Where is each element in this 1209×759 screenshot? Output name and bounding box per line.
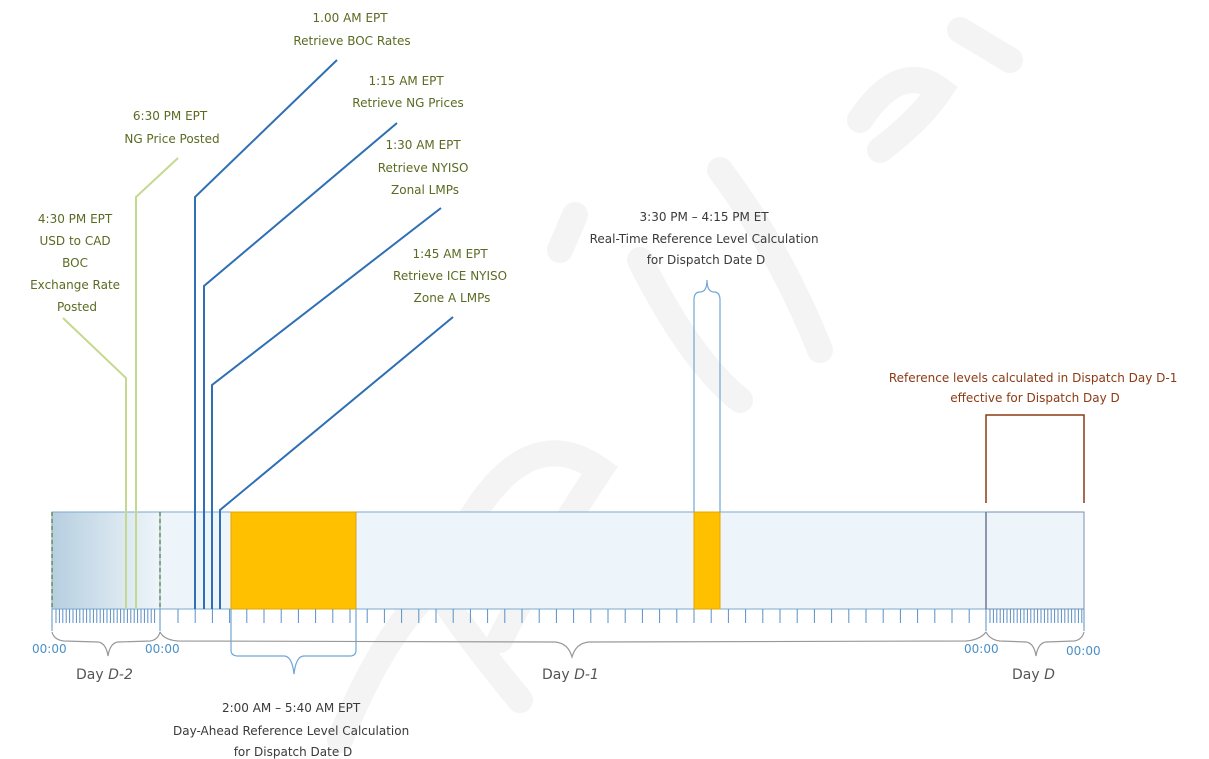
annotation-ice-lmps: 1:45 AM EPT Retrieve ICE NYISO Zone A LM… (393, 247, 511, 305)
retrieve-nyiso-line (211, 207, 442, 609)
retrieve-ice-line (219, 316, 454, 609)
posting-lines (62, 157, 179, 609)
time-label-start-d: 00:00 (964, 642, 999, 656)
ng-price-posted-line (135, 157, 179, 609)
realtime-calc-block (693, 511, 721, 610)
annotation-nyiso-lmps: 1:30 AM EPT Retrieve NYISO Zonal LMPs (378, 138, 473, 197)
reference-levels-bracket (985, 414, 1085, 503)
day-label-d: Day D (1012, 667, 1055, 683)
annotation-exchange-posted: 4:30 PM EPT USD to CAD BOC Exchange Rate… (30, 212, 124, 314)
timeline-bar (51, 511, 1085, 610)
retrieval-lines (194, 59, 454, 609)
day-ahead-calc-block (230, 511, 357, 610)
time-label-start-d1: 00:00 (145, 642, 180, 656)
day-ahead-brace (230, 609, 357, 675)
retrieve-boc-line (194, 59, 338, 609)
day-d2-segment (51, 511, 161, 610)
annotation-ng-prices: 1:15 AM EPT Retrieve NG Prices (352, 74, 463, 110)
exchange-rate-posted-line (62, 317, 127, 609)
time-label-end-d: 00:00 (1066, 644, 1101, 658)
day-d-segment (985, 511, 1085, 610)
day-braces (51, 631, 1085, 660)
time-label-start-d2: 00:00 (32, 642, 67, 656)
day-d-brace (985, 631, 1085, 657)
day-d2-brace (51, 631, 161, 657)
watermark (327, 17, 1023, 753)
annotation-boc-rates: 1.00 AM EPT Retrieve BOC Rates (293, 11, 410, 48)
annotation-reference-levels: Reference levels calculated in Dispatch … (889, 371, 1181, 405)
retrieve-ng-line (203, 122, 398, 609)
annotation-realtime-calc: 3:30 PM – 4:15 PM ET Real-Time Reference… (590, 210, 823, 267)
tick-marks (51, 609, 1085, 631)
day-d1-brace (159, 631, 987, 660)
annotation-day-ahead-calc: 2:00 AM – 5:40 AM EPT Day-Ahead Referenc… (173, 701, 413, 759)
day-label-d2: Day D-2 (76, 667, 133, 683)
realtime-bracket (693, 279, 721, 512)
day-label-d1: Day D-1 (542, 667, 599, 683)
annotation-ng-posted: 6:30 PM EPT NG Price Posted (124, 109, 219, 146)
